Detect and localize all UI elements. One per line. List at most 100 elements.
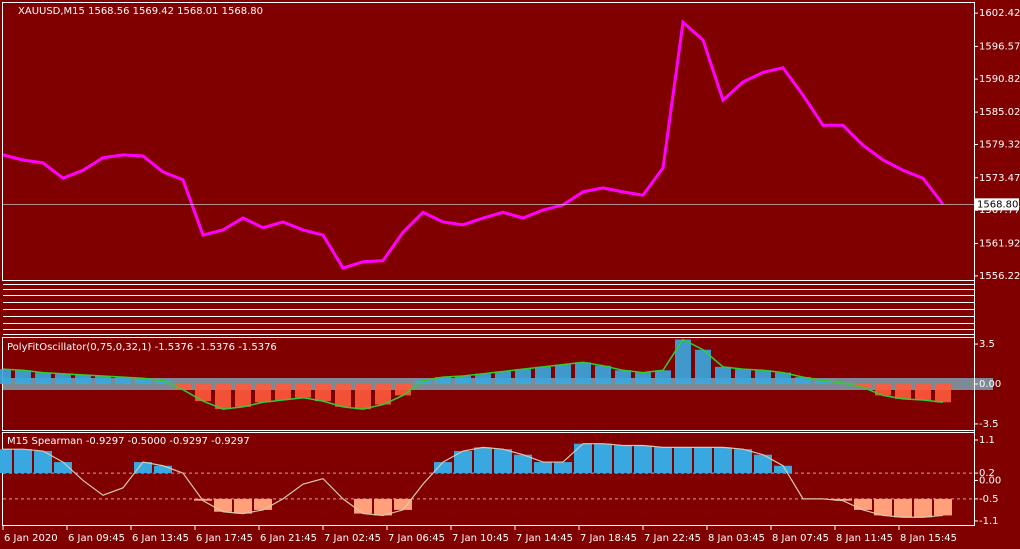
- y-tick-label: 1602.42: [979, 8, 1020, 19]
- x-tick-label: 8 Jan 15:45: [900, 533, 957, 544]
- upper-bar: [534, 462, 552, 474]
- oscillator-bar: [595, 365, 611, 384]
- oscillator-bar: [815, 380, 831, 384]
- oscillator-bar: [475, 373, 491, 384]
- oscillator-bar: [795, 377, 811, 384]
- oscillator-bar: [215, 384, 231, 410]
- upper-bar: [154, 465, 172, 474]
- oscillator-bar: [235, 384, 251, 407]
- oscillator-bar: [355, 384, 371, 410]
- spearman-title: M15 Spearman -0.9297 -0.5000 -0.9297 -0.…: [7, 436, 250, 447]
- price-line: [2, 19, 945, 270]
- y-tick-label: 1.1: [979, 435, 995, 446]
- y-tick-label: 1567.77: [979, 205, 1020, 216]
- oscillator-bar: [295, 384, 311, 398]
- x-tick-label: 7 Jan 02:45: [324, 533, 381, 544]
- oscillator-bar: [175, 384, 191, 390]
- lower-bar: [894, 498, 912, 518]
- oscillator-bar: [0, 369, 11, 384]
- x-tick-label: 8 Jan 03:45: [708, 533, 765, 544]
- oscillator-bar: [135, 378, 151, 384]
- oscillator-bar: [395, 384, 411, 396]
- oscillator-bar: [415, 380, 431, 384]
- x-tick-label: 8 Jan 07:45: [772, 533, 829, 544]
- oscillator-bar: [315, 384, 331, 402]
- last-price-label: 1568.80: [977, 199, 1018, 210]
- oscillator-bar: [775, 372, 791, 384]
- x-tick-label: 7 Jan 10:45: [452, 533, 509, 544]
- y-tick-label: -1.1: [979, 516, 999, 527]
- lower-bar: [874, 498, 892, 516]
- upper-bar: [574, 443, 592, 474]
- upper-bar: [34, 451, 52, 474]
- y-tick-label: 0.00: [979, 475, 1001, 486]
- lower-bar: [934, 498, 952, 516]
- lower-bar: [914, 498, 932, 518]
- spearman-line: [3, 443, 944, 518]
- x-tick-label: 8 Jan 11:45: [836, 533, 893, 544]
- lower-bar: [374, 498, 392, 516]
- y-tick-label: -3.5: [979, 419, 999, 430]
- upper-bar: [674, 447, 692, 474]
- upper-bar: [714, 447, 732, 474]
- upper-bar: [734, 449, 752, 474]
- upper-bar: [14, 449, 32, 474]
- upper-bar: [0, 449, 12, 474]
- x-tick-label: 7 Jan 18:45: [580, 533, 637, 544]
- oscillator-bar: [455, 376, 471, 384]
- upper-bar: [754, 454, 772, 474]
- upper-bar: [514, 454, 532, 474]
- oscillator-bar: [515, 369, 531, 384]
- x-tick-label: 6 Jan 2020: [4, 533, 58, 544]
- oscillator-bar: [155, 380, 171, 384]
- y-tick-label: 1579.32: [979, 140, 1020, 151]
- x-tick-label: 6 Jan 13:45: [132, 533, 189, 544]
- lower-bar: [354, 498, 372, 514]
- oscillator-bar: [935, 384, 951, 403]
- upper-bar: [494, 449, 512, 474]
- oscillator-bar: [695, 349, 711, 384]
- x-tick-label: 7 Jan 14:45: [516, 533, 573, 544]
- oscillator-bar: [575, 362, 591, 384]
- oscillator-bar: [55, 373, 71, 384]
- oscillator-bar: [435, 377, 451, 384]
- oscillator-bar: [375, 384, 391, 405]
- upper-bar: [694, 447, 712, 474]
- upper-bar: [434, 462, 452, 474]
- oscillator-bar: [95, 376, 111, 384]
- lower-bar: [394, 498, 412, 510]
- upper-bar: [634, 445, 652, 474]
- y-tick-label: 0.2: [979, 468, 995, 479]
- oscillator-bar: [915, 384, 931, 400]
- price-title: XAUUSD,M15 1568.56 1569.42 1568.01 1568.…: [18, 6, 263, 17]
- oscillator-bar: [615, 370, 631, 384]
- y-tick-label: 1585.02: [979, 107, 1020, 118]
- oscillator-bar: [855, 384, 871, 388]
- lower-bar: [854, 498, 872, 510]
- oscillator-bar: [275, 384, 291, 400]
- oscillator-bar: [555, 364, 571, 384]
- y-tick-label: -0.5: [979, 494, 999, 505]
- oscillator-bar: [195, 384, 211, 402]
- x-tick-label: 6 Jan 17:45: [196, 533, 253, 544]
- upper-bar: [474, 447, 492, 474]
- lower-bar: [254, 498, 272, 510]
- upper-bar: [554, 462, 572, 474]
- last-price-box: [975, 198, 1019, 211]
- oscillator-bar: [75, 374, 91, 384]
- oscillator-bar: [115, 377, 131, 384]
- oscillator-bar: [755, 370, 771, 384]
- oscillator-bar: [255, 384, 271, 403]
- oscillator-bar: [335, 384, 351, 407]
- upper-bar: [54, 462, 72, 474]
- x-tick-label: 6 Jan 09:45: [68, 533, 125, 544]
- x-tick-label: 7 Jan 06:45: [388, 533, 445, 544]
- oscillator-bar: [635, 372, 651, 384]
- y-tick-label: 1556.22: [979, 271, 1020, 282]
- x-tick-label: 6 Jan 21:45: [260, 533, 317, 544]
- y-tick-label: 0.00: [979, 379, 1001, 390]
- y-tick-label: 1596.57: [979, 41, 1020, 52]
- upper-bar: [134, 462, 152, 474]
- upper-bar: [454, 451, 472, 474]
